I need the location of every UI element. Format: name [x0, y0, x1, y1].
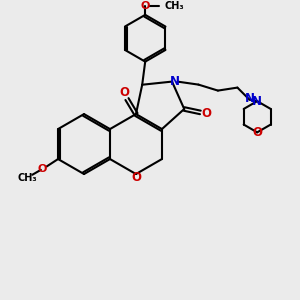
Text: N: N: [252, 95, 262, 108]
Text: CH₃: CH₃: [17, 173, 37, 183]
Text: N: N: [244, 92, 254, 105]
Text: O: O: [252, 126, 262, 139]
Text: O: O: [140, 2, 150, 11]
Text: CH₃: CH₃: [165, 2, 184, 11]
Text: O: O: [201, 107, 211, 120]
Text: O: O: [131, 171, 141, 184]
Text: O: O: [38, 164, 47, 174]
Text: N: N: [170, 75, 180, 88]
Text: O: O: [120, 86, 130, 99]
